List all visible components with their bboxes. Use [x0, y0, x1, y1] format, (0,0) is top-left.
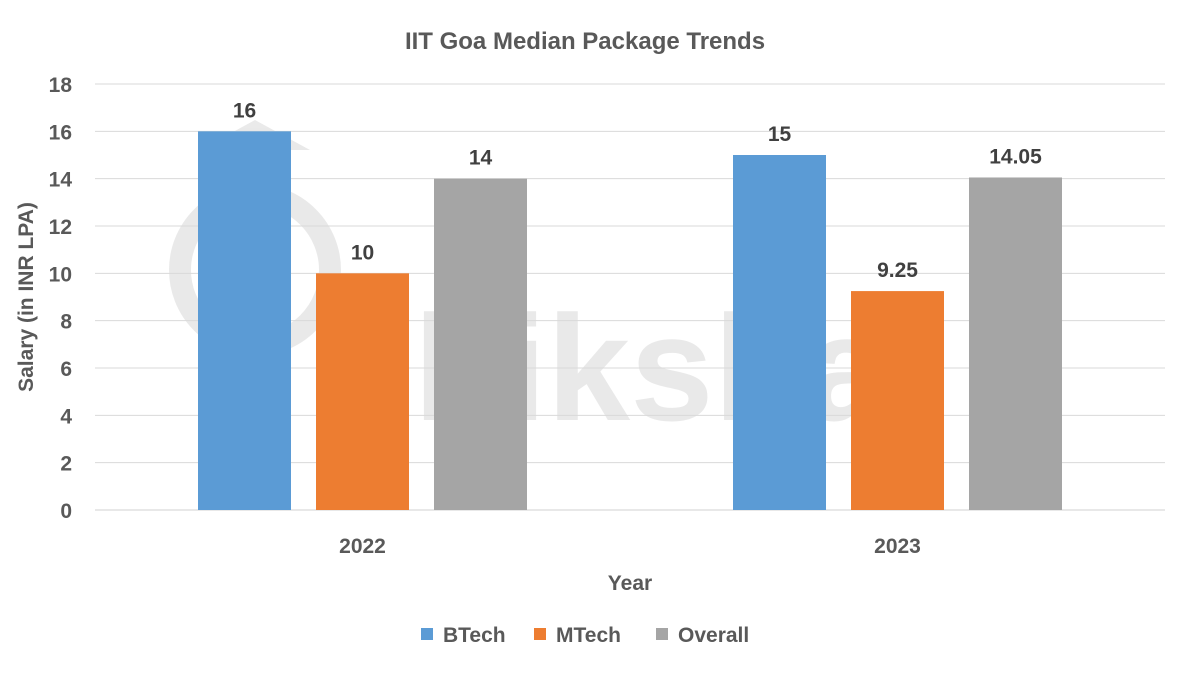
- y-tick-label: 8: [60, 311, 72, 334]
- y-tick-label: 12: [49, 216, 72, 239]
- legend-swatch-btech: [421, 628, 433, 640]
- y-tick-label: 2: [60, 453, 72, 476]
- bar-mtech-2023: [851, 291, 944, 510]
- data-label: 14: [469, 147, 493, 170]
- y-tick-label: 18: [49, 74, 73, 97]
- data-label: 10: [351, 241, 374, 264]
- y-tick-label: 4: [60, 405, 72, 428]
- bar-btech-2022: [198, 131, 291, 511]
- legend: BTech MTech Overall: [421, 624, 749, 647]
- legend-swatch-mtech: [534, 628, 546, 640]
- legend-label-mtech: MTech: [556, 624, 621, 647]
- data-label: 9.25: [877, 259, 918, 282]
- legend-swatch-overall: [656, 628, 668, 640]
- chart-title: IIT Goa Median Package Trends: [405, 28, 765, 55]
- x-axis-label: Year: [608, 572, 652, 595]
- bar-overall-2022: [434, 178, 527, 510]
- bar-overall-2023: [969, 177, 1062, 510]
- y-axis-label: Salary (in INR LPA): [15, 202, 38, 392]
- data-label: 14.05: [989, 145, 1042, 168]
- data-label: 15: [768, 123, 792, 146]
- data-label: 16: [233, 99, 256, 122]
- y-tick-label: 6: [60, 358, 72, 381]
- y-tick-label: 16: [49, 121, 72, 144]
- y-tick-label: 10: [49, 263, 72, 286]
- y-tick-label: 0: [60, 500, 72, 523]
- y-tick-label: 14: [49, 169, 73, 192]
- x-tick-label: 2022: [339, 535, 386, 558]
- x-tick-label: 2023: [874, 535, 921, 558]
- bar-btech-2023: [733, 155, 826, 510]
- legend-label-btech: BTech: [443, 624, 506, 647]
- bar-mtech-2022: [316, 273, 409, 510]
- legend-label-overall: Overall: [678, 624, 749, 647]
